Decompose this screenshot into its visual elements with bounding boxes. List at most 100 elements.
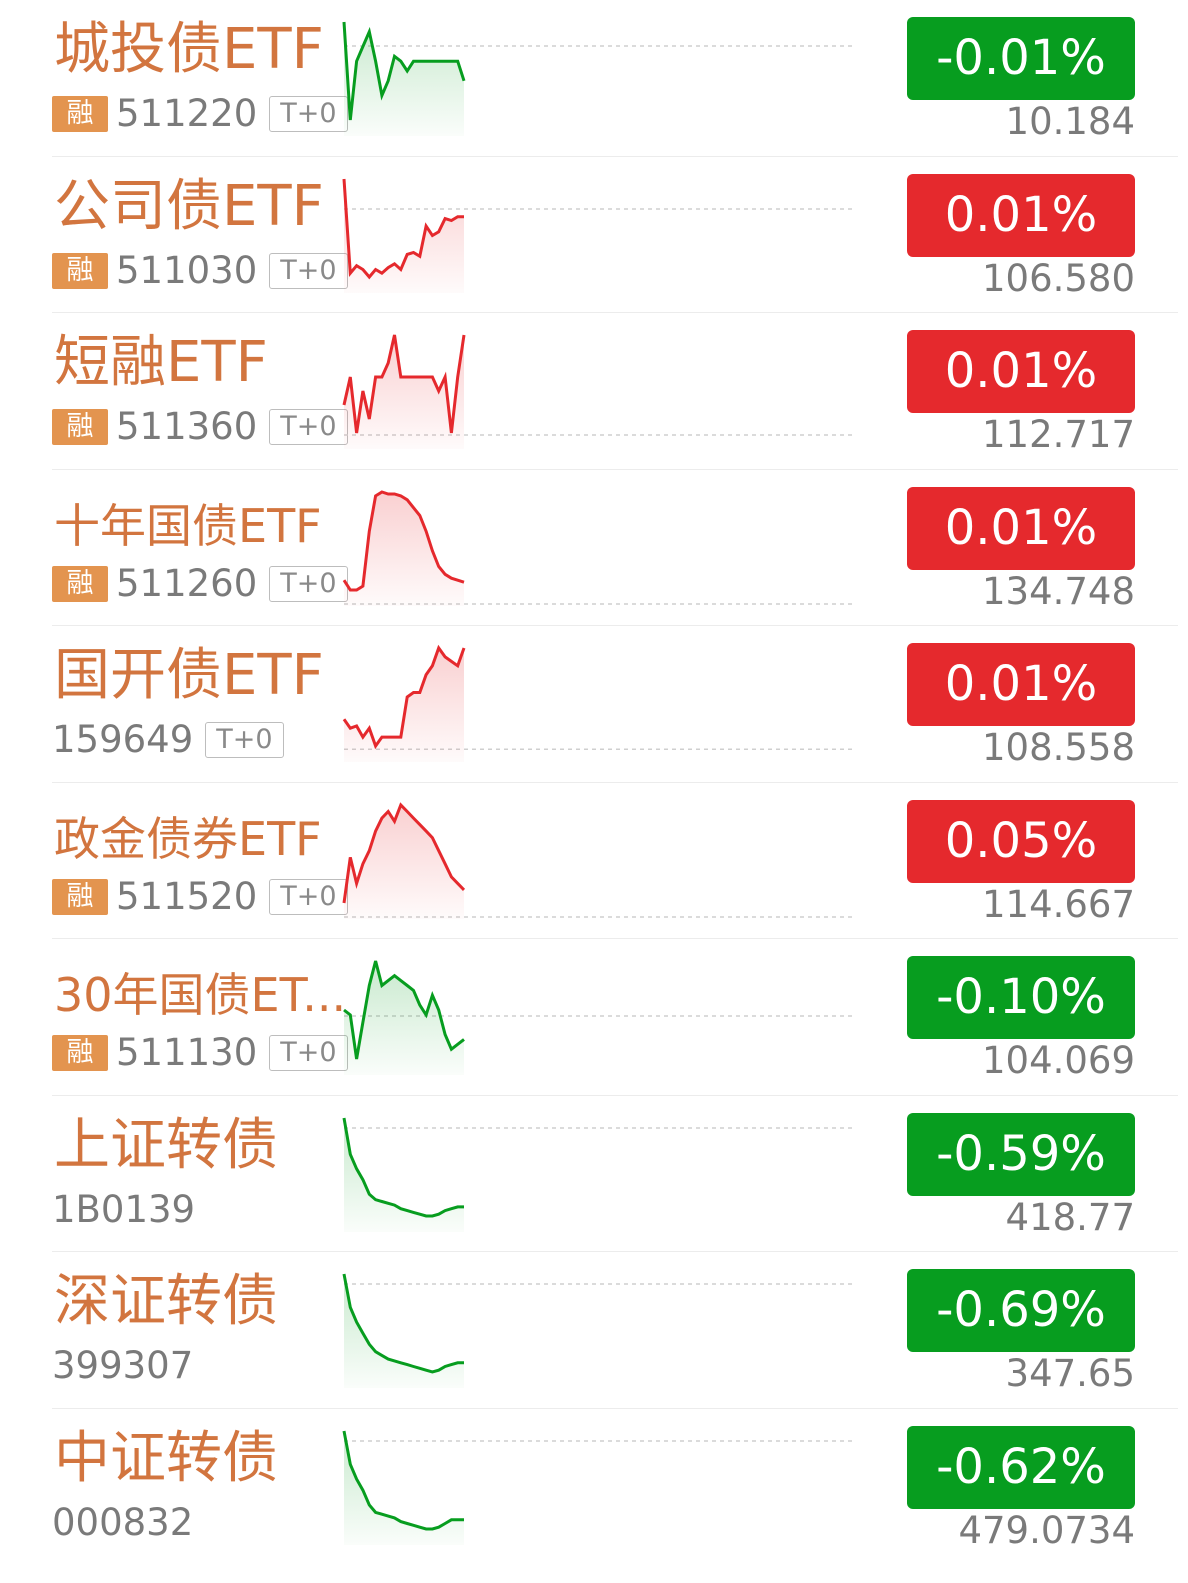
security-code: 399307 — [52, 1344, 194, 1387]
margin-badge: 融 — [52, 1035, 108, 1071]
watchlist-row[interactable]: 30年国债ET... 融 511130 T+0 -0.10% 104.069 — [52, 939, 1178, 1096]
margin-badge: 融 — [52, 409, 108, 445]
security-name: 城投债ETF — [54, 17, 324, 82]
sparkline-area — [344, 178, 464, 293]
security-name: 短融ETF — [54, 330, 268, 395]
security-code: 511220 — [116, 92, 258, 135]
watchlist-row[interactable]: 十年国债ETF 融 511260 T+0 0.01% 134.748 — [52, 470, 1178, 626]
sparkline-area — [344, 961, 464, 1075]
security-meta: 1B0139 — [52, 1187, 196, 1231]
security-meta: 融 511360 T+0 — [52, 407, 348, 447]
sparkline-line — [342, 801, 466, 903]
security-meta: 融 511220 T+0 — [52, 94, 348, 134]
security-code: 1B0139 — [52, 1187, 196, 1231]
margin-badge: 融 — [52, 565, 108, 602]
margin-badge: 融 — [52, 96, 108, 132]
sparkline-line — [342, 1273, 464, 1374]
t0-tag: T+0 — [269, 565, 348, 602]
change-percent-badge[interactable]: 0.01% — [907, 643, 1135, 726]
last-price: 108.558 — [981, 726, 1135, 769]
security-meta: 融 511260 T+0 — [52, 561, 348, 605]
intraday-sparkline — [342, 1117, 854, 1232]
last-price: 347.65 — [1005, 1352, 1135, 1395]
last-price: 114.667 — [981, 882, 1135, 926]
watchlist-row[interactable]: 中证转债 000832 -0.62% 479.0734 — [52, 1409, 1178, 1566]
security-name: 30年国债ET... — [54, 968, 347, 1022]
change-percent-badge[interactable]: -0.01% — [907, 17, 1135, 100]
watchlist-row[interactable]: 公司债ETF 融 511030 T+0 0.01% 106.580 — [52, 157, 1178, 313]
security-code: 159649 — [52, 718, 194, 761]
sparkline-area — [344, 1117, 464, 1232]
security-name: 政金债券ETF — [54, 811, 322, 866]
security-meta: 融 511030 T+0 — [52, 248, 348, 292]
intraday-sparkline — [342, 1273, 854, 1388]
security-code: 511030 — [116, 248, 258, 292]
watchlist-row[interactable]: 短融ETF 融 511360 T+0 0.01% 112.717 — [52, 313, 1178, 470]
last-price: 134.748 — [981, 569, 1135, 613]
security-meta: 融 511130 T+0 — [52, 1033, 348, 1073]
sparkline-area — [344, 491, 464, 606]
last-price: 112.717 — [981, 413, 1135, 456]
security-name: 上证转债 — [54, 1112, 278, 1178]
security-meta: 159649 T+0 — [52, 720, 284, 760]
intraday-sparkline — [342, 21, 854, 136]
sparkline-line — [342, 178, 464, 279]
change-percent-badge[interactable]: -0.59% — [907, 1112, 1135, 1196]
sparkline-line — [342, 644, 466, 750]
sparkline-area — [344, 335, 464, 449]
margin-badge: 融 — [52, 252, 108, 289]
change-percent-badge[interactable]: -0.62% — [907, 1425, 1135, 1509]
security-name: 公司债ETF — [54, 173, 324, 239]
intraday-sparkline — [342, 801, 854, 919]
sparkline-area — [344, 22, 464, 136]
sparkline-line — [342, 1117, 464, 1217]
change-percent-badge[interactable]: 0.01% — [907, 330, 1135, 413]
security-name: 中证转债 — [54, 1425, 278, 1491]
intraday-sparkline — [342, 644, 854, 762]
sparkline-line — [342, 1430, 464, 1530]
intraday-sparkline — [342, 334, 854, 449]
last-price: 418.77 — [1005, 1195, 1135, 1239]
security-meta: 000832 — [52, 1500, 194, 1544]
security-code: 511260 — [116, 561, 258, 605]
security-code: 511360 — [116, 405, 258, 448]
t0-tag: T+0 — [269, 409, 348, 445]
security-meta: 399307 — [52, 1346, 193, 1386]
security-code: 511520 — [116, 874, 258, 918]
intraday-sparkline — [342, 489, 854, 606]
security-meta: 融 511520 T+0 — [52, 874, 348, 918]
watchlist-row[interactable]: 上证转债 1B0139 -0.59% 418.77 — [52, 1096, 1178, 1252]
sparkline-line — [342, 21, 466, 121]
security-code: 511130 — [116, 1031, 258, 1074]
watchlist-row[interactable]: 深证转债 399307 -0.69% 347.65 — [52, 1252, 1178, 1409]
sparkline-line — [342, 334, 466, 434]
sparkline-area — [344, 648, 464, 762]
sparkline-area — [344, 1274, 464, 1388]
change-percent-badge[interactable]: 0.05% — [907, 799, 1135, 883]
security-code: 000832 — [52, 1500, 194, 1544]
watchlist-row[interactable]: 国开债ETF 159649 T+0 0.01% 108.558 — [52, 626, 1178, 783]
t0-tag: T+0 — [269, 96, 348, 132]
watchlist-row[interactable]: 城投债ETF 融 511220 T+0 -0.01% 10.184 — [52, 0, 1178, 157]
last-price: 479.0734 — [958, 1508, 1135, 1552]
security-name: 深证转债 — [54, 1269, 278, 1334]
security-name: 十年国债ETF — [54, 498, 322, 553]
intraday-sparkline — [342, 178, 854, 293]
intraday-sparkline — [343, 960, 854, 1075]
change-percent-badge[interactable]: -0.10% — [907, 956, 1135, 1039]
t0-tag: T+0 — [205, 722, 284, 758]
sparkline-area — [344, 804, 464, 919]
t0-tag: T+0 — [269, 1035, 348, 1071]
sparkline-line — [342, 489, 465, 591]
change-percent-badge[interactable]: -0.69% — [907, 1269, 1135, 1352]
security-name: 国开债ETF — [54, 643, 324, 708]
change-percent-badge[interactable]: 0.01% — [907, 173, 1135, 257]
last-price: 10.184 — [1005, 100, 1135, 143]
sparkline-area — [344, 1430, 464, 1545]
sparkline-line — [343, 960, 465, 1060]
watchlist-row[interactable]: 政金债券ETF 融 511520 T+0 0.05% 114.667 — [52, 783, 1178, 939]
change-percent-badge[interactable]: 0.01% — [907, 486, 1135, 570]
last-price: 106.580 — [981, 256, 1135, 300]
intraday-sparkline — [342, 1430, 854, 1545]
